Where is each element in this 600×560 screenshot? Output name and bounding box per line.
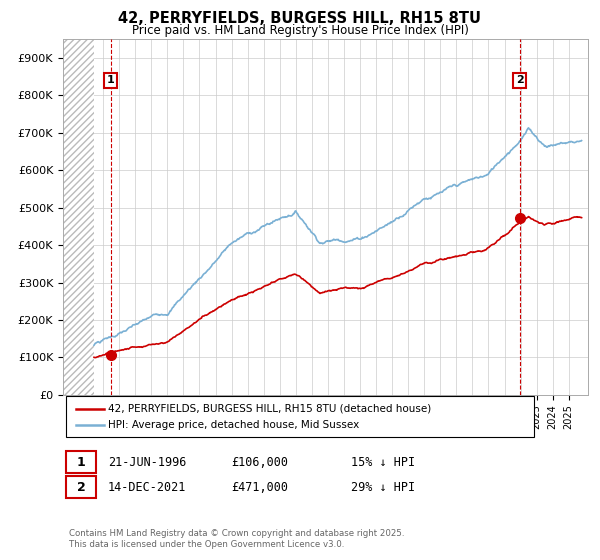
- Text: 1: 1: [77, 455, 85, 469]
- Text: Price paid vs. HM Land Registry's House Price Index (HPI): Price paid vs. HM Land Registry's House …: [131, 24, 469, 37]
- Text: 21-JUN-1996: 21-JUN-1996: [108, 455, 187, 469]
- Text: £106,000: £106,000: [231, 455, 288, 469]
- Text: £471,000: £471,000: [231, 480, 288, 494]
- Text: 29% ↓ HPI: 29% ↓ HPI: [351, 480, 415, 494]
- Text: 42, PERRYFIELDS, BURGESS HILL, RH15 8TU (detached house): 42, PERRYFIELDS, BURGESS HILL, RH15 8TU …: [108, 404, 431, 414]
- Bar: [63, 39, 94, 395]
- Text: HPI: Average price, detached house, Mid Sussex: HPI: Average price, detached house, Mid …: [108, 419, 359, 430]
- Text: 42, PERRYFIELDS, BURGESS HILL, RH15 8TU: 42, PERRYFIELDS, BURGESS HILL, RH15 8TU: [119, 11, 482, 26]
- Text: 2: 2: [77, 480, 85, 494]
- Text: 1: 1: [107, 76, 115, 85]
- Text: 15% ↓ HPI: 15% ↓ HPI: [351, 455, 415, 469]
- Text: 14-DEC-2021: 14-DEC-2021: [108, 480, 187, 494]
- Text: 2: 2: [516, 76, 524, 85]
- Text: Contains HM Land Registry data © Crown copyright and database right 2025.
This d: Contains HM Land Registry data © Crown c…: [69, 529, 404, 549]
